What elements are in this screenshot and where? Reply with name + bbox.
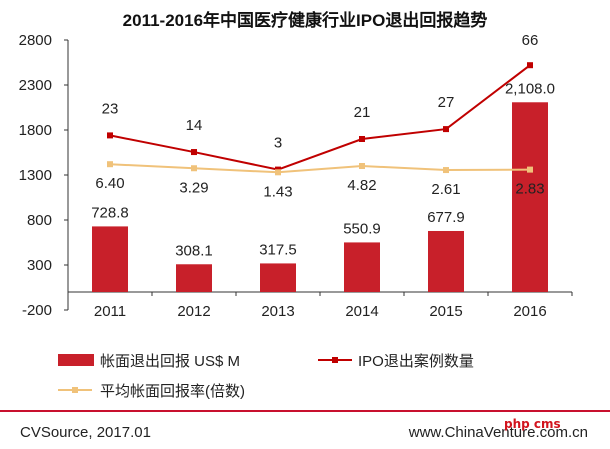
ipo-count-label: 23: [102, 100, 119, 117]
y-tick-label: 2300: [19, 77, 52, 94]
ipo-count-label: 66: [522, 32, 539, 49]
website-text: www.ChinaVenture.com.cn: [408, 424, 588, 441]
footer-divider: [0, 410, 610, 412]
avg-return-line: [109, 163, 531, 174]
avg-return-label: 2.83: [515, 181, 544, 198]
watermark: php cms: [504, 417, 561, 431]
data-labels: 728.8 308.1 317.5 550.9 677.9 2,108.0 23 14 3 21 2…: [91, 32, 555, 259]
bar: [260, 263, 296, 292]
bar: [428, 230, 464, 292]
line-point: [275, 169, 281, 176]
axes: 2800 2300 1800 1300 800 300 -200 2011 2012 2013 20…: [19, 32, 573, 320]
y-tick-label: 800: [27, 212, 52, 229]
source-text: CVSource, 2017.01: [20, 424, 151, 441]
line-point: [527, 62, 533, 69]
legend-swatch-avg-marker: [72, 387, 78, 393]
bar-value-label: 728.8: [91, 204, 129, 221]
line-series: [107, 62, 533, 176]
bar: [92, 226, 128, 292]
line-point: [359, 163, 365, 169]
y-tick-label: 2800: [19, 32, 52, 49]
avg-return-label: 2.61: [431, 181, 460, 198]
line-point: [191, 149, 197, 156]
legend-label-ipo: IPO退出案例数量: [358, 352, 474, 370]
x-tick-label: 2013: [261, 303, 294, 320]
line-point: [107, 132, 113, 139]
x-tick-label: 2012: [177, 303, 210, 320]
bar-value-label: 2,108.0: [505, 80, 555, 97]
y-tick-label: 1300: [19, 167, 52, 184]
x-tick-label: 2011: [94, 303, 126, 320]
legend-label-avg: 平均帐面回报率(倍数): [100, 383, 245, 400]
chart-title: 2011-2016年中国医疗健康行业IPO退出回报趋势: [122, 11, 488, 30]
line-point: [527, 166, 533, 173]
bar: [512, 102, 548, 292]
line-point: [443, 167, 449, 174]
line-point: [107, 161, 113, 168]
x-tick-label: 2015: [429, 303, 462, 320]
bar: [344, 242, 380, 292]
y-tick-label: -200: [22, 302, 52, 319]
ipo-count-label: 21: [354, 104, 371, 121]
x-tick-label: 2016: [513, 303, 546, 320]
legend-swatch-bar: [58, 354, 94, 366]
ipo-count-line: [109, 64, 531, 171]
avg-return-label: 3.29: [179, 179, 208, 196]
bar-series: [92, 102, 548, 292]
line-point: [359, 136, 365, 142]
legend-swatch-ipo-marker: [332, 357, 338, 363]
ipo-count-label: 3: [274, 135, 282, 152]
line-point: [443, 126, 449, 133]
ipo-count-label: 27: [438, 94, 455, 111]
x-tick-label: 2014: [345, 303, 378, 320]
line-point: [191, 165, 197, 172]
y-tick-label: 1800: [19, 122, 52, 139]
bar: [176, 264, 212, 292]
avg-return-label: 4.82: [347, 177, 376, 194]
legend-label-bar: 帐面退出回报 US$ M: [100, 353, 240, 370]
bar-value-label: 677.9: [427, 209, 465, 226]
avg-return-label: 6.40: [95, 175, 124, 192]
bar-value-label: 317.5: [259, 241, 297, 258]
ipo-count-label: 14: [186, 117, 203, 134]
bar-value-label: 550.9: [343, 220, 381, 237]
avg-return-label: 1.43: [263, 183, 292, 200]
bar-value-label: 308.1: [175, 242, 213, 259]
y-tick-label: 300: [27, 257, 52, 274]
